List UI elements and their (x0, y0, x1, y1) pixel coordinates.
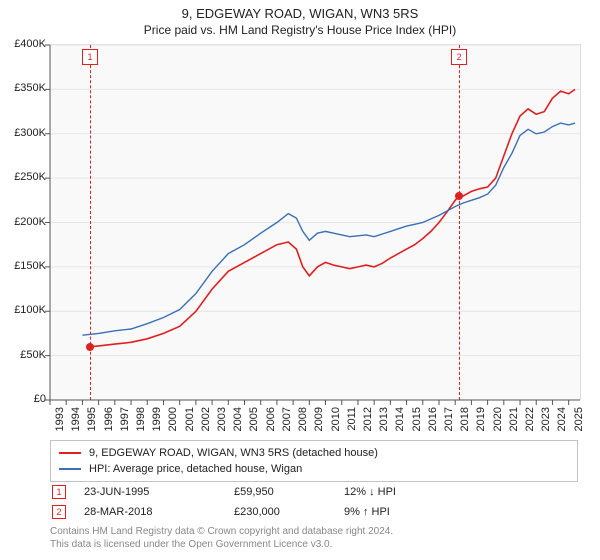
x-tick-label: 2023 (540, 407, 552, 431)
x-tick-label: 2008 (297, 407, 309, 431)
x-tick-label: 2004 (232, 407, 244, 431)
x-tick-label: 2003 (216, 407, 228, 431)
legend-label: 9, EDGEWAY ROAD, WIGAN, WN3 5RS (detache… (89, 447, 378, 459)
footer-attribution: Contains HM Land Registry data © Crown c… (50, 526, 393, 551)
legend: 9, EDGEWAY ROAD, WIGAN, WN3 5RS (detache… (50, 440, 578, 482)
x-tick-label: 2010 (330, 407, 342, 431)
x-tick-label: 2006 (265, 407, 277, 431)
x-tick-label: 2007 (281, 407, 293, 431)
y-tick-label: £200K (14, 216, 46, 228)
x-tick-label: 2024 (556, 407, 568, 431)
chart-svg (50, 45, 580, 400)
x-tick-label: 2018 (459, 407, 471, 431)
footer-line: Contains HM Land Registry data © Crown c… (50, 526, 393, 539)
sale-point (86, 343, 94, 351)
x-tick-label: 2009 (313, 407, 325, 431)
x-tick-label: 2017 (443, 407, 455, 431)
y-tick-label: £100K (14, 304, 46, 316)
legend-swatch (59, 468, 81, 470)
sale-price: £59,950 (234, 486, 344, 498)
sale-date: 28-MAR-2018 (84, 506, 234, 518)
x-tick-label: 2000 (167, 407, 179, 431)
sale-date: 23-JUN-1995 (84, 486, 234, 498)
x-tick-label: 1997 (119, 407, 131, 431)
x-tick-label: 2025 (573, 407, 585, 431)
y-tick-label: £300K (14, 127, 46, 139)
x-tick-label: 2011 (346, 407, 358, 431)
chart-subtitle: Price paid vs. HM Land Registry's House … (0, 21, 600, 41)
sale-marker-icon: 1 (52, 485, 66, 499)
x-tick-label: 1995 (86, 407, 98, 431)
x-tick-label: 2015 (411, 407, 423, 431)
legend-item: HPI: Average price, detached house, Wiga… (57, 461, 571, 477)
x-tick-label: 1998 (135, 407, 147, 431)
x-tick-label: 2020 (492, 407, 504, 431)
x-tick-label: 2022 (524, 407, 536, 431)
sale-row: 2 28-MAR-2018 £230,000 9% ↑ HPI (50, 502, 578, 522)
sale-point (455, 192, 463, 200)
x-tick-label: 2014 (394, 407, 406, 431)
x-tick-label: 2019 (475, 407, 487, 431)
y-tick-label: £0 (34, 393, 46, 405)
y-tick-label: £250K (14, 171, 46, 183)
x-tick-label: 1993 (54, 407, 66, 431)
x-tick-label: 2012 (362, 407, 374, 431)
sale-row: 1 23-JUN-1995 £59,950 12% ↓ HPI (50, 482, 578, 502)
sale-vline (459, 45, 460, 400)
legend-swatch (59, 452, 81, 454)
chart-plot-area: 12 (50, 44, 581, 400)
sales-list: 1 23-JUN-1995 £59,950 12% ↓ HPI 2 28-MAR… (50, 482, 578, 522)
sale-diff: 9% ↑ HPI (344, 506, 454, 518)
x-tick-label: 2005 (248, 407, 260, 431)
sale-diff: 12% ↓ HPI (344, 486, 454, 498)
legend-item: 9, EDGEWAY ROAD, WIGAN, WN3 5RS (detache… (57, 445, 571, 461)
sale-chart-marker: 2 (451, 49, 467, 65)
x-tick-label: 1994 (70, 407, 82, 431)
chart-title: 9, EDGEWAY ROAD, WIGAN, WN3 5RS (0, 0, 600, 21)
y-tick-label: £50K (20, 349, 46, 361)
sale-price: £230,000 (234, 506, 344, 518)
legend-label: HPI: Average price, detached house, Wiga… (89, 463, 302, 475)
y-tick-label: £400K (14, 38, 46, 50)
x-tick-label: 2001 (184, 407, 196, 431)
x-tick-label: 2016 (427, 407, 439, 431)
x-tick-label: 1996 (103, 407, 115, 431)
x-tick-label: 1999 (151, 407, 163, 431)
sale-chart-marker: 1 (82, 49, 98, 65)
sale-marker-icon: 2 (52, 505, 66, 519)
x-tick-label: 2021 (508, 407, 520, 431)
y-tick-label: £150K (14, 260, 46, 272)
y-tick-label: £350K (14, 82, 46, 94)
x-tick-label: 2013 (378, 407, 390, 431)
x-tick-label: 2002 (200, 407, 212, 431)
footer-line: This data is licensed under the Open Gov… (50, 539, 393, 552)
